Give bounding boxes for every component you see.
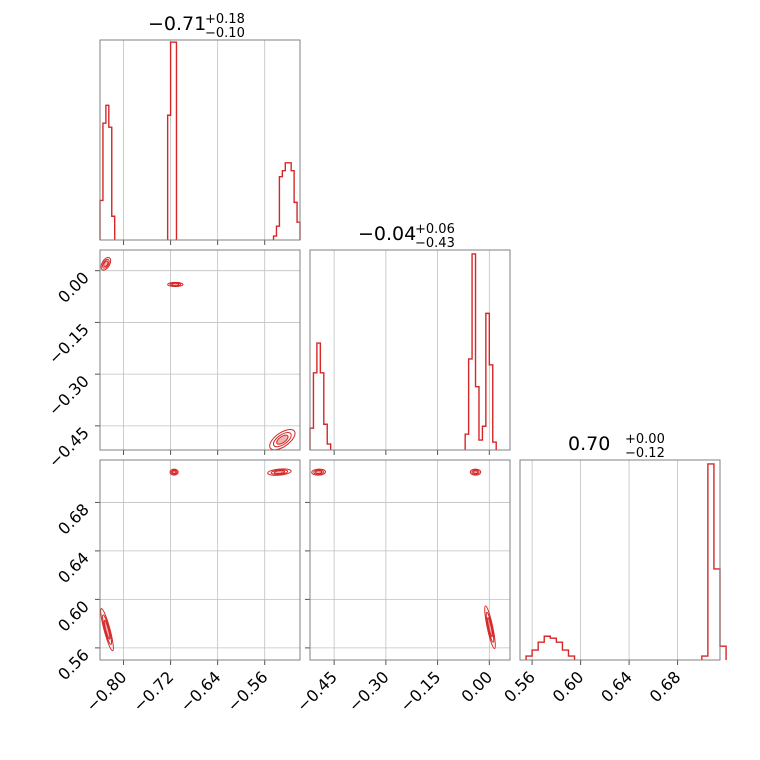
contour-level [269, 429, 296, 450]
contour-level [472, 470, 479, 474]
contour-level [267, 468, 292, 476]
contour-level [100, 608, 114, 652]
contour-level [171, 282, 180, 287]
axes-frame [99, 39, 301, 241]
contour-level [484, 605, 496, 650]
contour-level [171, 470, 177, 474]
scatter-panel-3 [305, 459, 511, 665]
x-tick-label: −0.45 [293, 667, 341, 715]
title-plus-error: +0.00 [625, 432, 665, 447]
x-tick-label: 0.56 [500, 667, 539, 706]
contour-level [272, 432, 292, 448]
contour-level [170, 469, 178, 475]
contour-level [270, 469, 289, 475]
x-tick-label: 0.64 [597, 667, 636, 706]
axes-frame [309, 459, 511, 661]
panel-title: 0.70 [568, 433, 610, 455]
contour-level [103, 619, 111, 640]
histogram-series [525, 463, 727, 660]
axes-frame [519, 459, 721, 661]
x-tick-label: 0.00 [458, 667, 497, 706]
y-tick-label: 0.68 [54, 500, 93, 539]
contour-level [315, 470, 323, 474]
contour-group [311, 468, 496, 650]
y-tick-label: −0.15 [45, 320, 93, 368]
contour-level [169, 468, 179, 476]
panel-title: −0.04 [358, 223, 416, 245]
title-minus-error: −0.12 [625, 446, 665, 461]
histogram-series [309, 253, 497, 450]
x-tick-label: 0.60 [549, 667, 588, 706]
contour-group [100, 468, 292, 652]
y-tick-label: −0.45 [45, 423, 93, 471]
contour-level [273, 470, 286, 475]
title-plus-error: +0.18 [205, 12, 245, 27]
histogram-series [99, 41, 301, 240]
contour-level [487, 617, 493, 638]
axes-frame [309, 249, 511, 451]
y-tick-label: 0.56 [54, 645, 93, 684]
contour-level [313, 469, 324, 475]
x-tick-label: −0.80 [82, 667, 130, 715]
contour-group [100, 257, 296, 450]
contour-level [102, 258, 110, 269]
title-minus-error: −0.43 [415, 236, 455, 251]
panel-title: −0.71 [148, 13, 206, 35]
contour-level [276, 434, 289, 445]
x-tick-label: −0.15 [396, 667, 444, 715]
hist-panel-2: −0.04+0.06−0.43 [309, 222, 511, 455]
x-tick-label: −0.72 [129, 667, 177, 715]
x-tick-label: 0.68 [646, 667, 685, 706]
contour-level [102, 614, 112, 645]
title-minus-error: −0.10 [205, 26, 245, 41]
contour-level [311, 468, 327, 476]
contour-level [471, 469, 480, 475]
y-tick-label: 0.60 [54, 597, 93, 636]
contour-level [100, 257, 112, 271]
scatter-panel-2 [95, 459, 301, 665]
axes-frame [99, 249, 301, 451]
contour-level [103, 260, 109, 268]
contour-level [167, 281, 184, 288]
x-tick-label: −0.56 [223, 667, 271, 715]
hist-panel-1: −0.71+0.18−0.10 [99, 12, 301, 245]
y-tick-label: 0.64 [54, 548, 93, 587]
scatter-panel-1 [95, 249, 301, 455]
title-plus-error: +0.06 [415, 222, 455, 237]
y-tick-label: 0.00 [54, 268, 93, 307]
x-tick-label: −0.30 [345, 667, 393, 715]
y-tick-label: −0.30 [45, 372, 93, 420]
hist-panel-3: 0.70 +0.00−0.12 [519, 432, 727, 665]
contour-level [469, 468, 482, 476]
contour-level [485, 611, 495, 643]
x-tick-label: −0.64 [176, 667, 224, 715]
axes-frame [99, 459, 301, 661]
